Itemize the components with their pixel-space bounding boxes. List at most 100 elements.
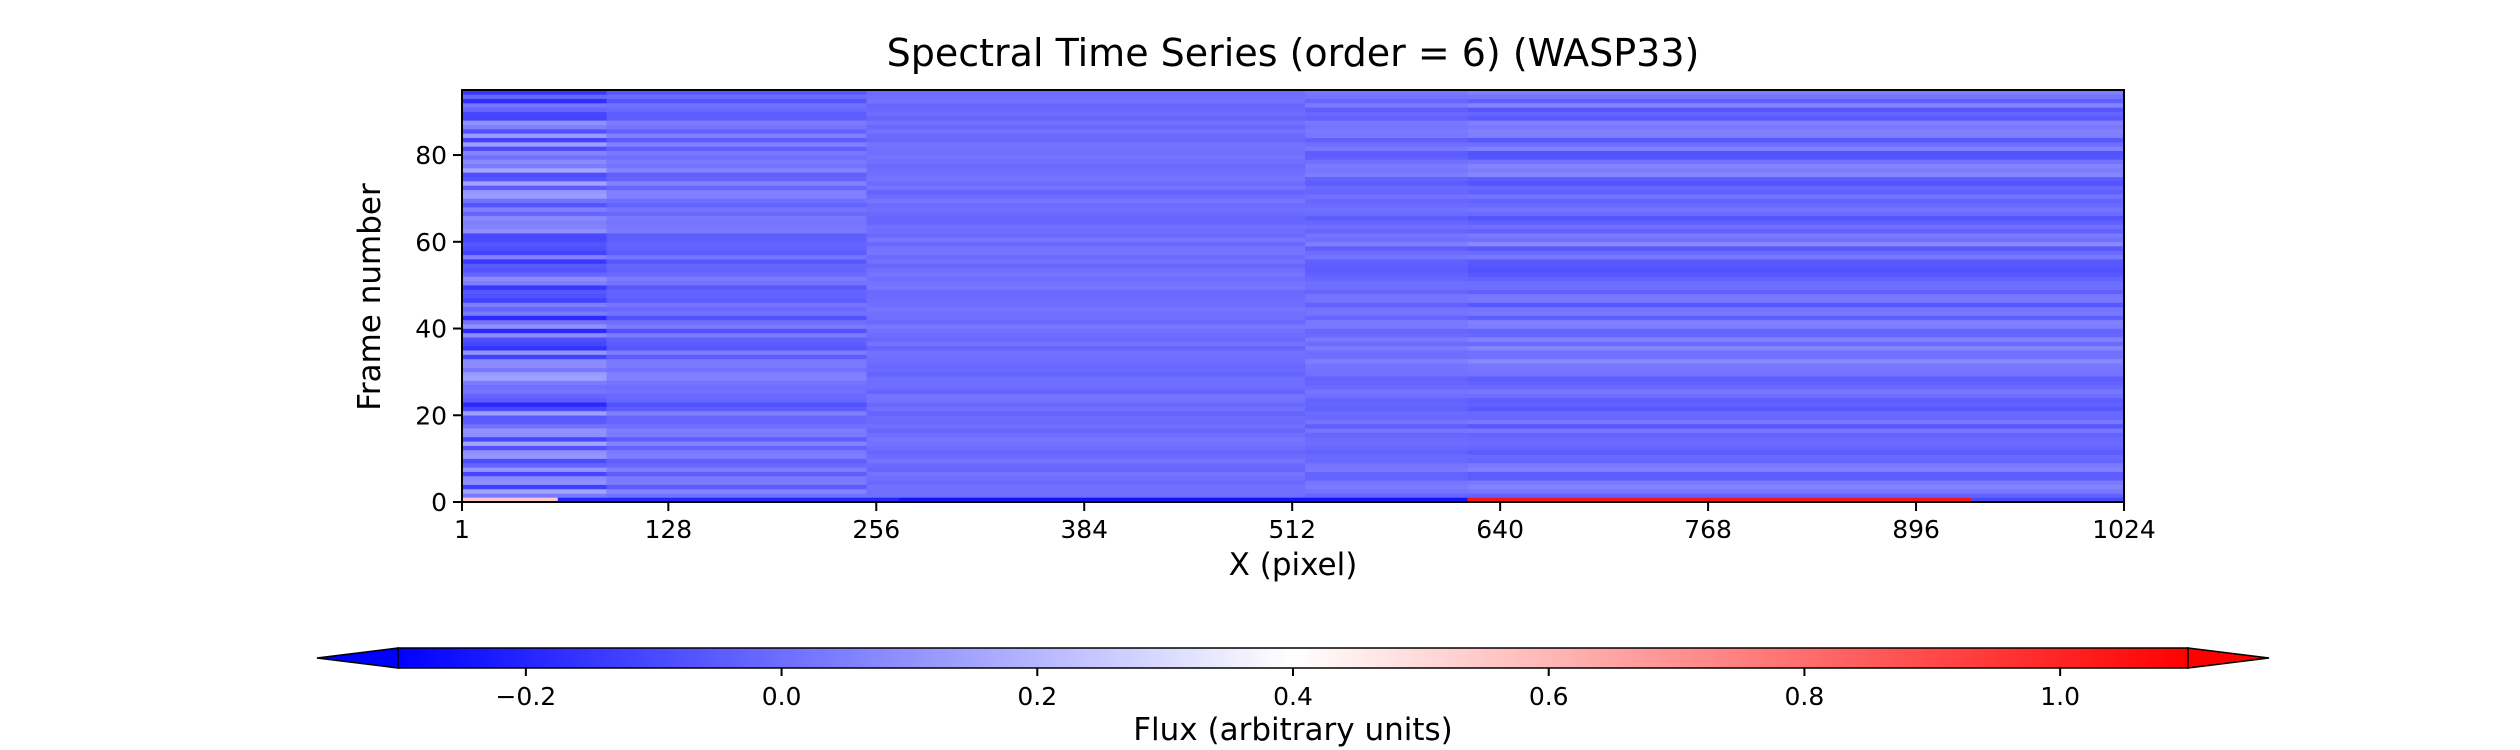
heatmap-row-segment bbox=[606, 94, 867, 99]
heatmap-row-segment bbox=[462, 254, 607, 260]
heatmap-row-segment bbox=[606, 415, 867, 420]
heatmap-row-segment bbox=[1467, 406, 2124, 412]
heatmap-row-segment bbox=[1467, 475, 2124, 481]
heatmap-row-segment bbox=[1305, 449, 1468, 455]
heatmap-row-segment bbox=[1467, 163, 2124, 169]
heatmap-row-segment bbox=[1305, 350, 1468, 355]
heatmap-row-segment bbox=[1305, 254, 1468, 260]
heatmap-row-segment bbox=[866, 345, 1306, 351]
heatmap-row-segment bbox=[606, 402, 867, 407]
heatmap-row-segment bbox=[1467, 150, 2124, 156]
heatmap-row-segment bbox=[462, 159, 607, 165]
heatmap-row-segment bbox=[1467, 185, 2124, 191]
heatmap-row-segment bbox=[462, 259, 607, 264]
heatmap-row-segment bbox=[866, 432, 1306, 438]
x-tick-label: 256 bbox=[852, 515, 900, 544]
heatmap-row-segment bbox=[1467, 120, 2124, 125]
heatmap-row-segment bbox=[866, 198, 1306, 204]
heatmap-row-segment bbox=[866, 328, 1306, 334]
heatmap-row-segment bbox=[1467, 254, 2124, 260]
heatmap-row-segment bbox=[606, 367, 867, 373]
heatmap-row-segment bbox=[866, 293, 1306, 299]
heatmap-row-segment bbox=[462, 397, 607, 403]
heatmap-row-segment bbox=[1305, 397, 1468, 403]
heatmap-row-segment bbox=[606, 194, 867, 199]
heatmap-row-segment bbox=[1467, 484, 2124, 490]
heatmap-row-segment bbox=[866, 423, 1306, 429]
heatmap-row-segment bbox=[1467, 302, 2124, 308]
heatmap-row-segment bbox=[1305, 168, 1468, 173]
heatmap-row-segment bbox=[606, 337, 867, 342]
heatmap-row-segment bbox=[606, 168, 867, 173]
heatmap-row-segment bbox=[606, 306, 867, 312]
heatmap-row-segment bbox=[866, 298, 1306, 303]
heatmap-row-segment bbox=[866, 181, 1306, 186]
heatmap-row-segment bbox=[1467, 384, 2124, 390]
heatmap-row-segment bbox=[606, 493, 867, 498]
heatmap-row-segment bbox=[1305, 389, 1468, 394]
heatmap-row-segment bbox=[1467, 306, 2124, 312]
heatmap-row-segment bbox=[1467, 410, 2124, 416]
heatmap-frame0-segment bbox=[1467, 497, 1972, 502]
heatmap-row-segment bbox=[1467, 285, 2124, 290]
heatmap-row-segment bbox=[462, 384, 607, 390]
heatmap-row-segment bbox=[606, 233, 867, 238]
heatmap-row-segment bbox=[462, 155, 607, 160]
heatmap-row-segment bbox=[1305, 120, 1468, 125]
heatmap-row-segment bbox=[462, 194, 607, 199]
heatmap-row-segment bbox=[1467, 471, 2124, 477]
heatmap-row-segment bbox=[1467, 263, 2124, 269]
heatmap-row-segment bbox=[606, 298, 867, 303]
heatmap-row-segment bbox=[866, 280, 1306, 286]
heatmap-row-segment bbox=[462, 454, 607, 459]
heatmap-row-segment bbox=[1305, 493, 1468, 498]
heatmap-row-segment bbox=[866, 350, 1306, 355]
heatmap-row-segment bbox=[462, 358, 607, 364]
heatmap-row-segment bbox=[1305, 324, 1468, 329]
heatmap-row-segment bbox=[462, 293, 607, 299]
heatmap-row-segment bbox=[1467, 111, 2124, 117]
heatmap-row-segment bbox=[1305, 293, 1468, 299]
heatmap-row-segment bbox=[606, 458, 867, 464]
heatmap-row-segment bbox=[866, 111, 1306, 117]
heatmap-row-segment bbox=[606, 137, 867, 143]
heatmap-row-segment bbox=[866, 493, 1306, 498]
heatmap-row-segment bbox=[1467, 272, 2124, 277]
heatmap-row-segment bbox=[1467, 293, 2124, 299]
heatmap-row-segment bbox=[1305, 471, 1468, 477]
heatmap-row-segment bbox=[606, 441, 867, 446]
heatmap-row-segment bbox=[1305, 107, 1468, 112]
heatmap-row-segment bbox=[1467, 345, 2124, 351]
heatmap-row-segment bbox=[1467, 241, 2124, 247]
heatmap-row-segment bbox=[1467, 98, 2124, 104]
heatmap-row-segment bbox=[1305, 241, 1468, 247]
heatmap-row-segment bbox=[606, 189, 867, 195]
heatmap-row-segment bbox=[1305, 384, 1468, 390]
heatmap-row-segment bbox=[606, 480, 867, 485]
heatmap-row-segment bbox=[462, 324, 607, 329]
heatmap-row-segment bbox=[462, 428, 607, 433]
heatmap-row-segment bbox=[1467, 480, 2124, 485]
heatmap-row-segment bbox=[1305, 363, 1468, 368]
heatmap-row-segment bbox=[1305, 467, 1468, 472]
heatmap-row-segment bbox=[866, 233, 1306, 238]
heatmap-row-segment bbox=[1467, 332, 2124, 338]
heatmap-row-segment bbox=[606, 324, 867, 329]
heatmap-row-segment bbox=[606, 328, 867, 334]
heatmap-row-segment bbox=[462, 189, 607, 195]
heatmap-row-segment bbox=[1305, 445, 1468, 451]
heatmap-row-segment bbox=[1467, 137, 2124, 143]
heatmap-row-segment bbox=[462, 276, 607, 282]
heatmap-row-segment bbox=[1305, 146, 1468, 152]
heatmap-row-segment bbox=[462, 94, 607, 99]
x-axis-label: X (pixel) bbox=[1229, 547, 1358, 583]
heatmap-row-segment bbox=[1305, 484, 1468, 490]
heatmap-row-segment bbox=[866, 332, 1306, 338]
heatmap-row-segment bbox=[866, 189, 1306, 195]
heatmap-row-segment bbox=[1305, 215, 1468, 221]
chart-title: Spectral Time Series (order = 6) (WASP33… bbox=[887, 31, 1700, 75]
heatmap-row-segment bbox=[1305, 272, 1468, 277]
heatmap-row-segment bbox=[462, 181, 607, 186]
heatmap-row-segment bbox=[1467, 467, 2124, 472]
